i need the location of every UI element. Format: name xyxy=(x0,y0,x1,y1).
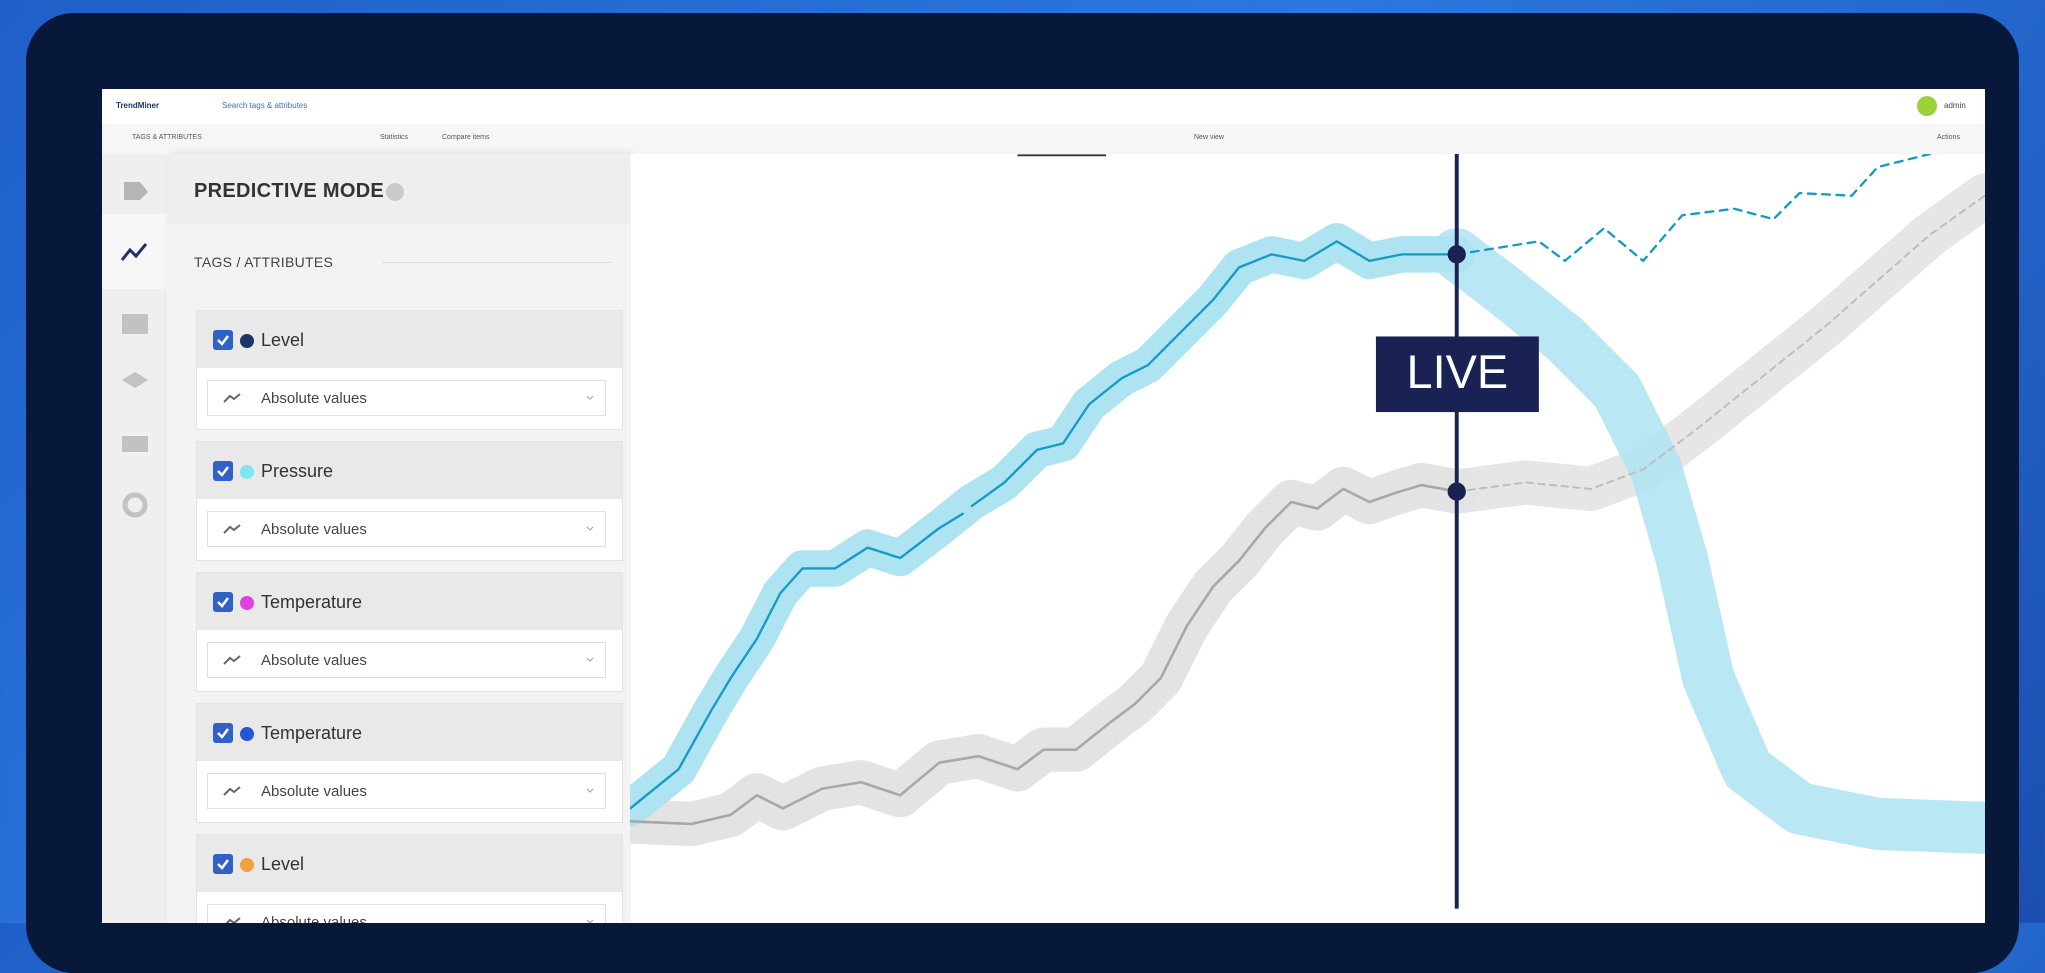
tag-color xyxy=(240,858,254,872)
statistics-button[interactable]: Statistics xyxy=(380,134,408,141)
live-point xyxy=(1448,245,1466,263)
help-icon[interactable] xyxy=(386,183,404,201)
settings-icon[interactable] xyxy=(125,495,145,515)
scale-select[interactable]: Absolute values xyxy=(207,904,606,923)
view-title: New view xyxy=(1194,134,1224,141)
check-mark xyxy=(213,723,233,743)
avatar[interactable] xyxy=(1917,96,1937,116)
scale-select[interactable]: Absolute values xyxy=(207,642,606,678)
check-mark xyxy=(213,592,233,612)
check-mark xyxy=(213,330,233,350)
search-field[interactable]: Search tags & attributes xyxy=(222,101,307,110)
app-logo[interactable]: TrendMiner xyxy=(116,101,159,110)
rail-active xyxy=(102,214,167,289)
tag-checkbox[interactable] xyxy=(213,461,233,481)
dropdown-arrow xyxy=(586,656,594,664)
dropdown-arrow xyxy=(586,394,594,402)
icon-rail xyxy=(102,154,168,923)
scale-icon xyxy=(222,915,242,923)
tag-checkbox[interactable] xyxy=(213,330,233,350)
app-screen: TrendMiner Search tags & attributes admi… xyxy=(102,89,1985,923)
tag-card: Level Absolute values xyxy=(196,310,623,430)
scale-label: Absolute values xyxy=(261,390,367,407)
layers-icon[interactable] xyxy=(122,372,148,388)
tag-icon[interactable] xyxy=(124,182,148,200)
tag-checkbox[interactable] xyxy=(213,592,233,612)
panel-title: PREDICTIVE MODE xyxy=(194,180,384,203)
tag-color xyxy=(240,596,254,610)
list-icon[interactable] xyxy=(122,436,148,452)
tag-name: Temperature xyxy=(261,723,362,744)
dropdown-arrow xyxy=(586,787,594,795)
actions-button[interactable]: Actions xyxy=(1937,134,1960,141)
tag-header: Pressure xyxy=(197,442,622,499)
toolbar: TAGS & ATTRIBUTES Statistics Compare ite… xyxy=(102,124,1985,155)
page: TrendMiner Search tags & attributes admi… xyxy=(0,0,2045,923)
tag-checkbox[interactable] xyxy=(213,854,233,874)
scale-select[interactable]: Absolute values xyxy=(207,511,606,547)
tag-name: Pressure xyxy=(261,461,333,482)
tag-color xyxy=(240,727,254,741)
tag-name: Level xyxy=(261,330,304,351)
tag-header: Temperature xyxy=(197,573,622,630)
user-menu[interactable]: admin xyxy=(1944,101,1966,110)
tag-checkbox[interactable] xyxy=(213,723,233,743)
scale-icon xyxy=(222,391,242,405)
scale-select[interactable]: Absolute values xyxy=(207,380,606,416)
scale-label: Absolute values xyxy=(261,652,367,669)
tag-name: Level xyxy=(261,854,304,875)
tag-name: Temperature xyxy=(261,592,362,613)
live-point xyxy=(1448,482,1466,500)
scale-icon xyxy=(222,522,242,536)
dropdown-arrow xyxy=(586,525,594,533)
side-panel: PREDICTIVE MODE TAGS / ATTRIBUTES Level A… xyxy=(167,154,630,923)
tag-color xyxy=(240,334,254,348)
tag-header: Level xyxy=(197,311,622,368)
tag-color xyxy=(240,465,254,479)
check-mark xyxy=(213,854,233,874)
tag-header: Level xyxy=(197,835,622,892)
section-label[interactable]: TAGS & ATTRIBUTES xyxy=(132,134,202,141)
scale-icon xyxy=(222,784,242,798)
dropdown-arrow xyxy=(586,918,594,923)
panel-subtitle: TAGS / ATTRIBUTES xyxy=(194,254,333,270)
compare-button[interactable]: Compare items xyxy=(442,134,489,141)
scale-label: Absolute values xyxy=(261,783,367,800)
tag-card: Pressure Absolute values xyxy=(196,441,623,561)
top-bar: TrendMiner Search tags & attributes admi… xyxy=(102,89,1985,125)
tag-header: Temperature xyxy=(197,704,622,761)
tag-card: Level Absolute values xyxy=(196,834,623,923)
rail-icons xyxy=(102,154,167,554)
divider xyxy=(382,262,612,263)
tag-card: Temperature Absolute values xyxy=(196,703,623,823)
live-label: LIVE xyxy=(1407,346,1509,398)
scale-label: Absolute values xyxy=(261,521,367,538)
scale-label: Absolute values xyxy=(261,914,367,923)
check-mark xyxy=(213,461,233,481)
scale-select[interactable]: Absolute values xyxy=(207,773,606,809)
scale-icon xyxy=(222,653,242,667)
tag-card: Temperature Absolute values xyxy=(196,572,623,692)
comment-icon[interactable] xyxy=(122,314,148,334)
trend-chart: LIVE xyxy=(630,154,1985,923)
